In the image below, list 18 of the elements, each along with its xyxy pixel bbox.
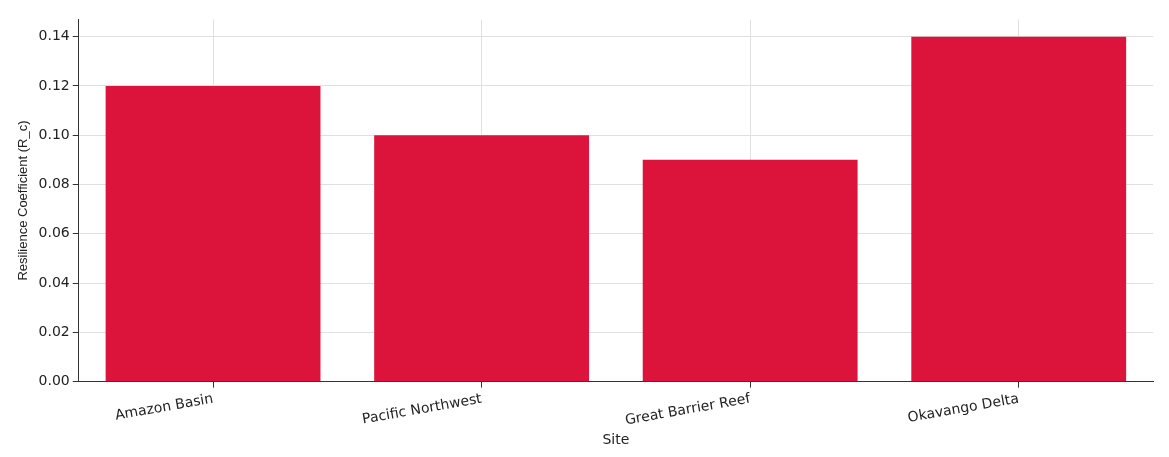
y-tick-label: 0.12 xyxy=(38,76,70,93)
y-tick-label: 0.00 xyxy=(38,372,70,389)
y-tick-label: 0.04 xyxy=(38,273,70,290)
bar xyxy=(642,159,858,382)
bar xyxy=(374,135,590,382)
y-tick-label: 0.14 xyxy=(38,27,70,44)
y-tick-label: 0.10 xyxy=(38,125,70,142)
y-tick-label: 0.08 xyxy=(38,175,70,192)
x-tick-label: Amazon Basin xyxy=(113,389,215,423)
x-tick-label: Okavango Delta xyxy=(906,389,1020,425)
y-tick-label: 0.02 xyxy=(38,322,70,339)
y-axis-title: Resilience Coefficient (R_c) xyxy=(15,120,31,281)
x-tick-label: Great Barrier Reef xyxy=(623,389,753,428)
bar xyxy=(911,36,1127,382)
x-axis-title: Site xyxy=(602,431,630,448)
y-tick-label: 0.06 xyxy=(38,224,70,241)
bar xyxy=(105,85,321,382)
x-tick-label: Pacific Northwest xyxy=(360,389,484,427)
